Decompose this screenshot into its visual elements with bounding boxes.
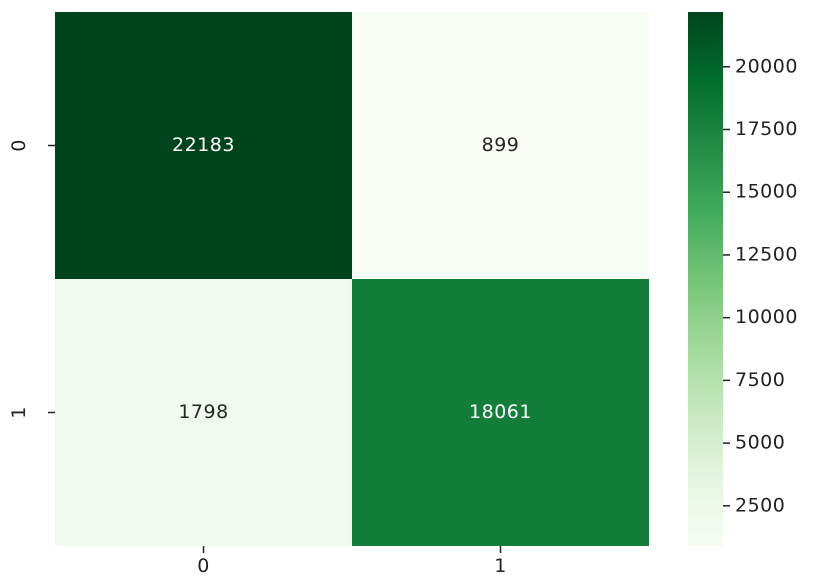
x-axis: 0 1 bbox=[197, 546, 507, 577]
y-tick-label-1: 1 bbox=[8, 406, 30, 419]
cell-label-0-1: 899 bbox=[482, 134, 520, 156]
colorbar-ticks: 2500 5000 7500 10000 12500 15000 17500 20000 bbox=[723, 55, 798, 516]
x-tick-label-0: 0 bbox=[197, 555, 210, 577]
y-axis: 0 1 bbox=[8, 139, 55, 419]
colorbar: 2500 5000 7500 10000 12500 15000 17500 20000 bbox=[688, 12, 798, 546]
heatmap-cell-labels: 22183 899 1798 18061 bbox=[172, 134, 532, 423]
cell-label-0-0: 22183 bbox=[172, 134, 235, 156]
colorbar-tick-label: 20000 bbox=[735, 55, 798, 77]
heatmap-cell-0-1 bbox=[352, 12, 649, 279]
y-tick-label-0: 0 bbox=[8, 139, 30, 152]
x-tick-label-1: 1 bbox=[494, 555, 507, 577]
heatmap-cells bbox=[55, 12, 649, 546]
colorbar-tick-label: 2500 bbox=[735, 494, 785, 516]
colorbar-tick-label: 15000 bbox=[735, 181, 798, 203]
colorbar-tick-label: 7500 bbox=[735, 369, 785, 391]
colorbar-tick-label: 17500 bbox=[735, 118, 798, 140]
cell-label-1-0: 1798 bbox=[178, 401, 228, 423]
cell-label-1-1: 18061 bbox=[469, 401, 532, 423]
colorbar-tick-label: 5000 bbox=[735, 432, 785, 454]
heatmap-cell-1-1 bbox=[352, 279, 649, 546]
heatmap-cell-0-0 bbox=[55, 12, 352, 279]
colorbar-gradient bbox=[688, 12, 723, 546]
colorbar-tick-label: 10000 bbox=[735, 306, 798, 328]
heatmap-cell-1-0 bbox=[55, 279, 352, 546]
colorbar-tick-label: 12500 bbox=[735, 243, 798, 265]
